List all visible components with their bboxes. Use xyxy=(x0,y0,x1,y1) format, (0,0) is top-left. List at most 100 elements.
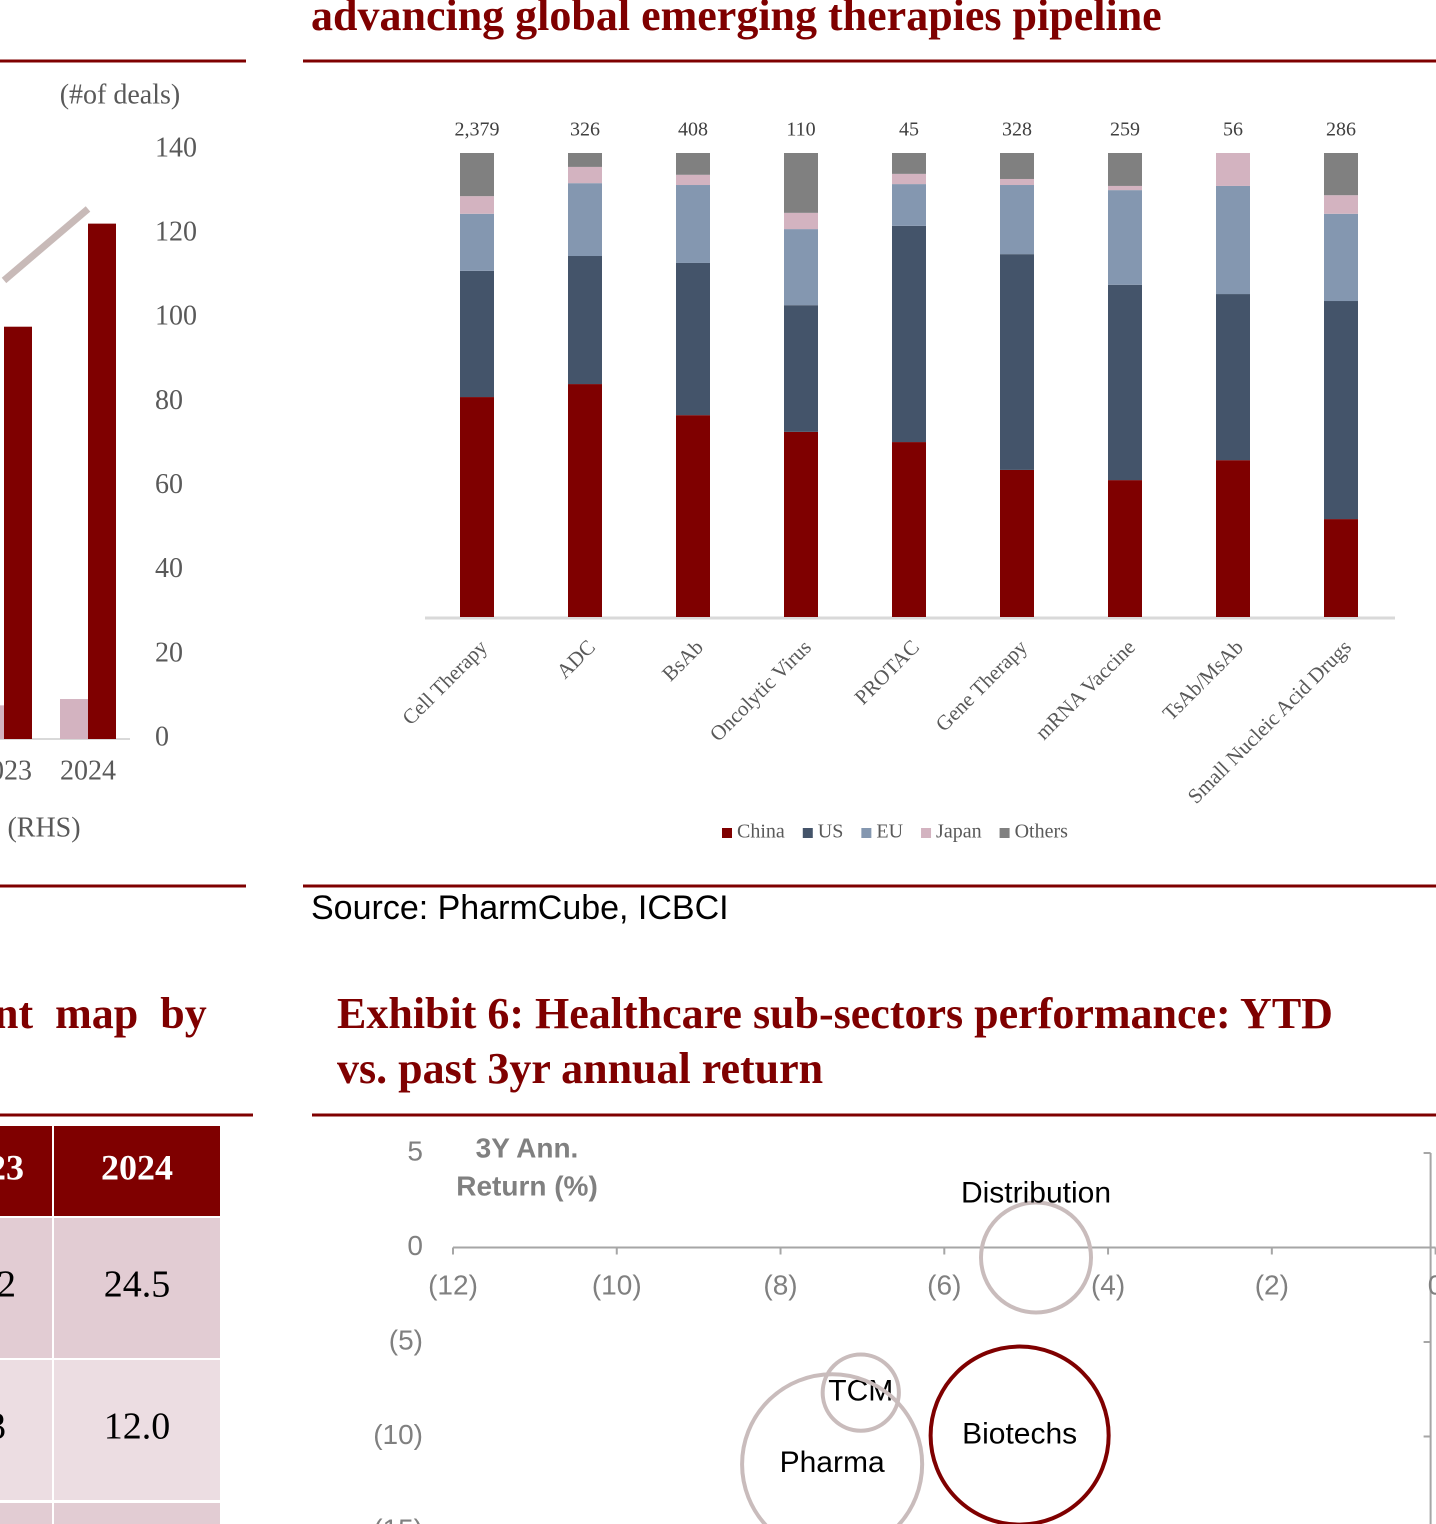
total-label: 259 xyxy=(1110,119,1140,141)
bar-segment xyxy=(1324,195,1358,214)
y-tick-label: 140 xyxy=(155,132,197,163)
y-axis-title: (#of deals) xyxy=(60,79,181,110)
y-tick-label: 0 xyxy=(407,1230,423,1261)
bar-segment xyxy=(1108,284,1142,481)
bubble-label: Distribution xyxy=(961,1176,1111,1209)
legend-label: China xyxy=(737,821,785,843)
bar-segment xyxy=(1000,153,1034,179)
bar-segment xyxy=(1324,153,1358,196)
x-tick-label: Gene Therapy xyxy=(931,635,1033,737)
y-tick-label: 60 xyxy=(155,469,183,500)
y-tick-label: 80 xyxy=(155,385,183,416)
bubble xyxy=(979,1200,1094,1315)
legend-swatch xyxy=(861,828,872,838)
table-header: 2024 xyxy=(101,1147,173,1187)
bar-segment xyxy=(676,262,710,416)
y-tick-label: 5 xyxy=(407,1135,423,1166)
x-tick-label: (6) xyxy=(927,1269,961,1300)
bar-segment xyxy=(1108,153,1142,186)
x-tick-label: 2023 xyxy=(0,755,32,786)
section-title: nt map by xyxy=(0,989,207,1038)
bar-segment xyxy=(568,153,602,167)
bar-segment xyxy=(892,173,926,185)
bar-segment xyxy=(784,212,818,230)
x-tick-label: TsAb/MsAb xyxy=(1158,635,1248,725)
bar-segment xyxy=(676,174,710,186)
y-tick-label: 100 xyxy=(155,301,197,332)
legend-label: EU xyxy=(876,821,903,843)
bar-segment xyxy=(676,153,710,175)
y-tick-label: (10) xyxy=(373,1419,423,1450)
bar-segment xyxy=(460,213,494,271)
x-tick-label: BsAb xyxy=(657,635,708,686)
bar-segment xyxy=(892,442,926,617)
legend-text: (RHS) xyxy=(7,812,80,843)
bubble-label: Biotechs xyxy=(962,1417,1077,1450)
bubble xyxy=(740,1372,925,1524)
bar xyxy=(0,705,4,739)
bar-segment xyxy=(892,153,926,174)
table-cell-text: 24.5 xyxy=(104,1264,171,1306)
bar-segment xyxy=(1000,185,1034,255)
legend-label: Others xyxy=(1015,821,1069,843)
y-tick-label: 40 xyxy=(155,553,183,584)
table-cell xyxy=(0,1503,52,1524)
bar-segment xyxy=(1216,460,1250,617)
bar-segment xyxy=(1324,519,1358,617)
table-header-cell xyxy=(54,1126,220,1216)
y-axis-title: Return (%) xyxy=(456,1170,598,1201)
legend-swatch xyxy=(802,828,813,838)
bar-segment xyxy=(460,196,494,214)
table-cell-text: 12.0 xyxy=(104,1406,171,1448)
bar-segment xyxy=(568,166,602,184)
bar-segment xyxy=(568,256,602,385)
legend-swatch xyxy=(921,828,932,838)
bar-segment xyxy=(1216,153,1250,186)
table-cell-text: 2 xyxy=(0,1264,16,1306)
y-tick-label: (5) xyxy=(389,1324,423,1355)
bar-segment xyxy=(1000,178,1034,186)
table-cell-text: 3 xyxy=(0,1406,6,1448)
table-header-cell xyxy=(0,1126,52,1216)
source: Source: PharmCube, ICBCI xyxy=(311,889,729,927)
bar-segment xyxy=(892,184,926,226)
bar xyxy=(60,699,88,739)
bar-segment xyxy=(1108,185,1142,191)
bar-segment xyxy=(784,305,818,432)
y-tick-label: 120 xyxy=(155,217,197,248)
total-label: 326 xyxy=(570,119,600,141)
bubble xyxy=(820,1352,901,1433)
bar-segment xyxy=(892,225,926,443)
bar-segment xyxy=(1324,301,1358,520)
y-tick-label: 20 xyxy=(155,637,183,668)
bar-segment xyxy=(1108,190,1142,285)
bar-segment xyxy=(568,183,602,257)
table-cell xyxy=(54,1360,220,1500)
total-label: 2,379 xyxy=(455,119,500,141)
bar-segment xyxy=(1108,480,1142,617)
legend-label: US xyxy=(818,821,844,843)
y-tick-label: (15) xyxy=(373,1513,423,1524)
bar-segment xyxy=(784,229,818,306)
total-label: 328 xyxy=(1002,119,1032,141)
total-label: 110 xyxy=(786,119,815,141)
x-tick-label: (10) xyxy=(592,1269,642,1300)
total-label: 408 xyxy=(678,119,708,141)
legend-label: Japan xyxy=(936,821,982,843)
bar-segment xyxy=(460,153,494,197)
bar-segment xyxy=(1216,185,1250,295)
x-tick-label: ADC xyxy=(552,635,600,683)
legend-swatch xyxy=(722,828,732,838)
table-cell xyxy=(54,1503,220,1524)
bar-segment xyxy=(1000,254,1034,470)
bar-segment xyxy=(784,153,818,213)
y-tick-label: 0 xyxy=(155,721,169,752)
table-header: 23 xyxy=(0,1147,24,1187)
section-title: vs. past 3yr annual return xyxy=(337,1044,823,1093)
total-label: 286 xyxy=(1326,119,1356,141)
legend-swatch xyxy=(999,828,1010,838)
bar-segment xyxy=(784,431,818,617)
section-title: Exhibit 6: Healthcare sub-sectors perfor… xyxy=(337,989,1333,1038)
bubble xyxy=(928,1344,1111,1524)
x-tick-label: (8) xyxy=(763,1269,797,1300)
